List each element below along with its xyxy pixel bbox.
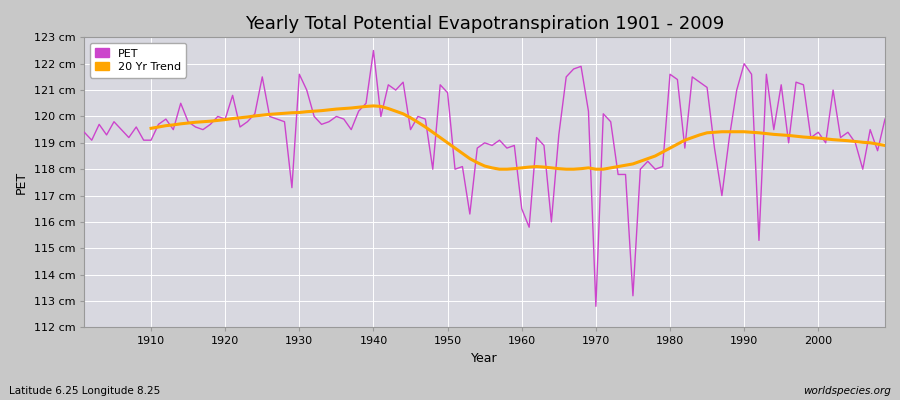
Legend: PET, 20 Yr Trend: PET, 20 Yr Trend [90, 43, 186, 78]
Text: Latitude 6.25 Longitude 8.25: Latitude 6.25 Longitude 8.25 [9, 386, 160, 396]
Title: Yearly Total Potential Evapotranspiration 1901 - 2009: Yearly Total Potential Evapotranspiratio… [245, 15, 724, 33]
Y-axis label: PET: PET [15, 171, 28, 194]
Text: worldspecies.org: worldspecies.org [803, 386, 891, 396]
X-axis label: Year: Year [472, 352, 498, 365]
